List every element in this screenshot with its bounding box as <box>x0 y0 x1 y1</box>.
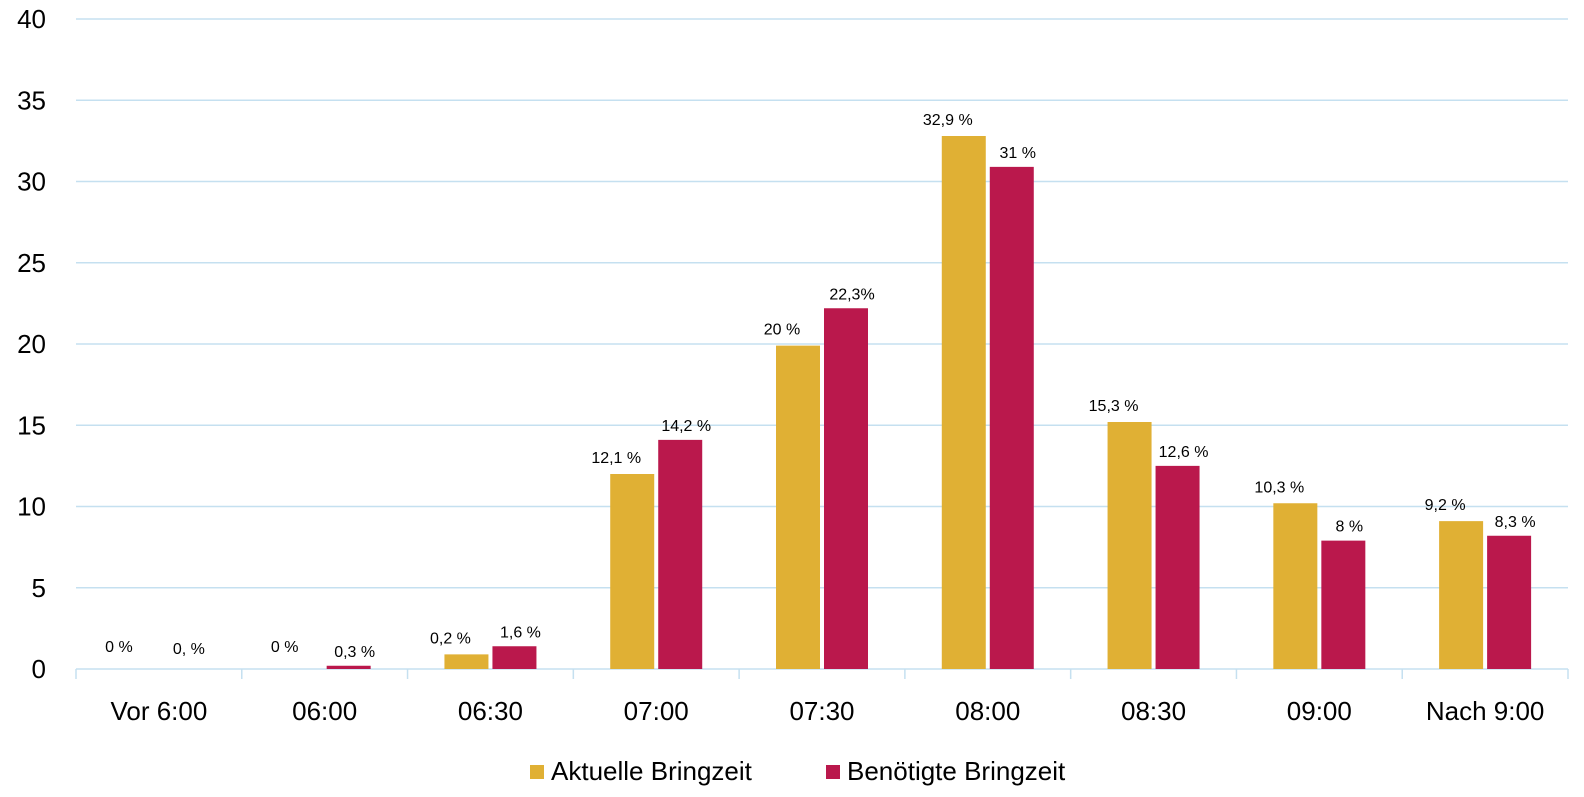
data-label: 0 % <box>105 639 133 656</box>
data-label: 0 % <box>271 639 299 656</box>
legend-label-aktuelle: Aktuelle Bringzeit <box>551 756 753 786</box>
data-label: 15,3 % <box>1089 398 1139 415</box>
bar-benoetigte <box>1487 535 1532 669</box>
data-labels: 0 % 0 % 0,2 % 12,1 % 20 % 32,9 % 15,3 % 10,3 % 9… <box>105 112 1535 661</box>
data-label: 31 % <box>1000 145 1036 162</box>
y-tick-label: 5 <box>32 573 46 603</box>
data-label: 0,3 % <box>334 644 375 661</box>
x-tick-label: 06:00 <box>292 696 357 726</box>
data-label: 10,3 % <box>1254 479 1304 496</box>
y-tick-label: 10 <box>17 492 46 522</box>
bar-aktuelle <box>1439 521 1484 669</box>
legend: Aktuelle Bringzeit Benötigte Bringzeit <box>530 756 1066 786</box>
x-tick-label: Vor 6:00 <box>110 696 207 726</box>
data-label: 8 % <box>1336 519 1364 536</box>
data-label: 9,2 % <box>1425 497 1466 514</box>
x-tick-label: 08:00 <box>955 696 1020 726</box>
bar-benoetigte <box>1321 540 1366 669</box>
bar-benoetigte <box>658 439 703 669</box>
data-label: 12,1 % <box>591 450 641 467</box>
y-tick-label: 40 <box>17 4 46 34</box>
bar-benoetigte <box>824 308 868 669</box>
legend-label-benoetigte: Benötigte Bringzeit <box>847 756 1066 786</box>
data-label: 14,2 % <box>661 418 711 435</box>
data-label: 12,6 % <box>1159 444 1209 461</box>
bar-benoetigte <box>1155 465 1200 669</box>
y-tick-label: 0 <box>32 654 46 684</box>
bar-aktuelle <box>1273 503 1318 669</box>
y-tick-label: 30 <box>17 167 46 197</box>
bar-aktuelle <box>1107 422 1152 669</box>
x-tick-label: 08:30 <box>1121 696 1186 726</box>
bar-benoetigte <box>989 166 1034 669</box>
y-tick-label: 20 <box>17 329 46 359</box>
grid-lines <box>76 18 1568 589</box>
x-tick-label: 07:00 <box>624 696 689 726</box>
x-axis: Vor 6:00 06:00 06:30 07:00 07:30 08:00 08:30 09… <box>75 668 1569 726</box>
y-tick-label: 35 <box>17 85 46 115</box>
data-label: 32,9 % <box>923 112 973 129</box>
legend-swatch-aktuelle <box>530 765 544 779</box>
x-tick-label: Nach 9:00 <box>1426 696 1545 726</box>
x-tick-label: 09:00 <box>1287 696 1352 726</box>
y-axis-ticks: 0 5 10 15 20 25 30 35 40 <box>17 4 46 684</box>
y-tick-label: 15 <box>17 410 46 440</box>
data-label: 0, % <box>173 641 205 658</box>
data-label: 0,2 % <box>430 630 471 647</box>
data-label: 8,3 % <box>1495 514 1536 531</box>
bar-benoetigte <box>326 665 371 669</box>
bar-aktuelle <box>941 136 986 669</box>
bar-aktuelle <box>444 654 489 669</box>
x-tick-label: 07:30 <box>789 696 854 726</box>
data-label: 22,3% <box>829 286 874 303</box>
bars <box>326 136 1532 669</box>
data-label: 1,6 % <box>500 624 541 641</box>
legend-swatch-benoetigte <box>826 765 840 779</box>
data-label: 20 % <box>764 322 800 339</box>
bar-aktuelle <box>610 474 655 669</box>
bar-benoetigte <box>492 646 537 669</box>
y-tick-label: 25 <box>17 248 46 278</box>
bar-aktuelle <box>776 345 820 669</box>
x-tick-label: 06:30 <box>458 696 523 726</box>
